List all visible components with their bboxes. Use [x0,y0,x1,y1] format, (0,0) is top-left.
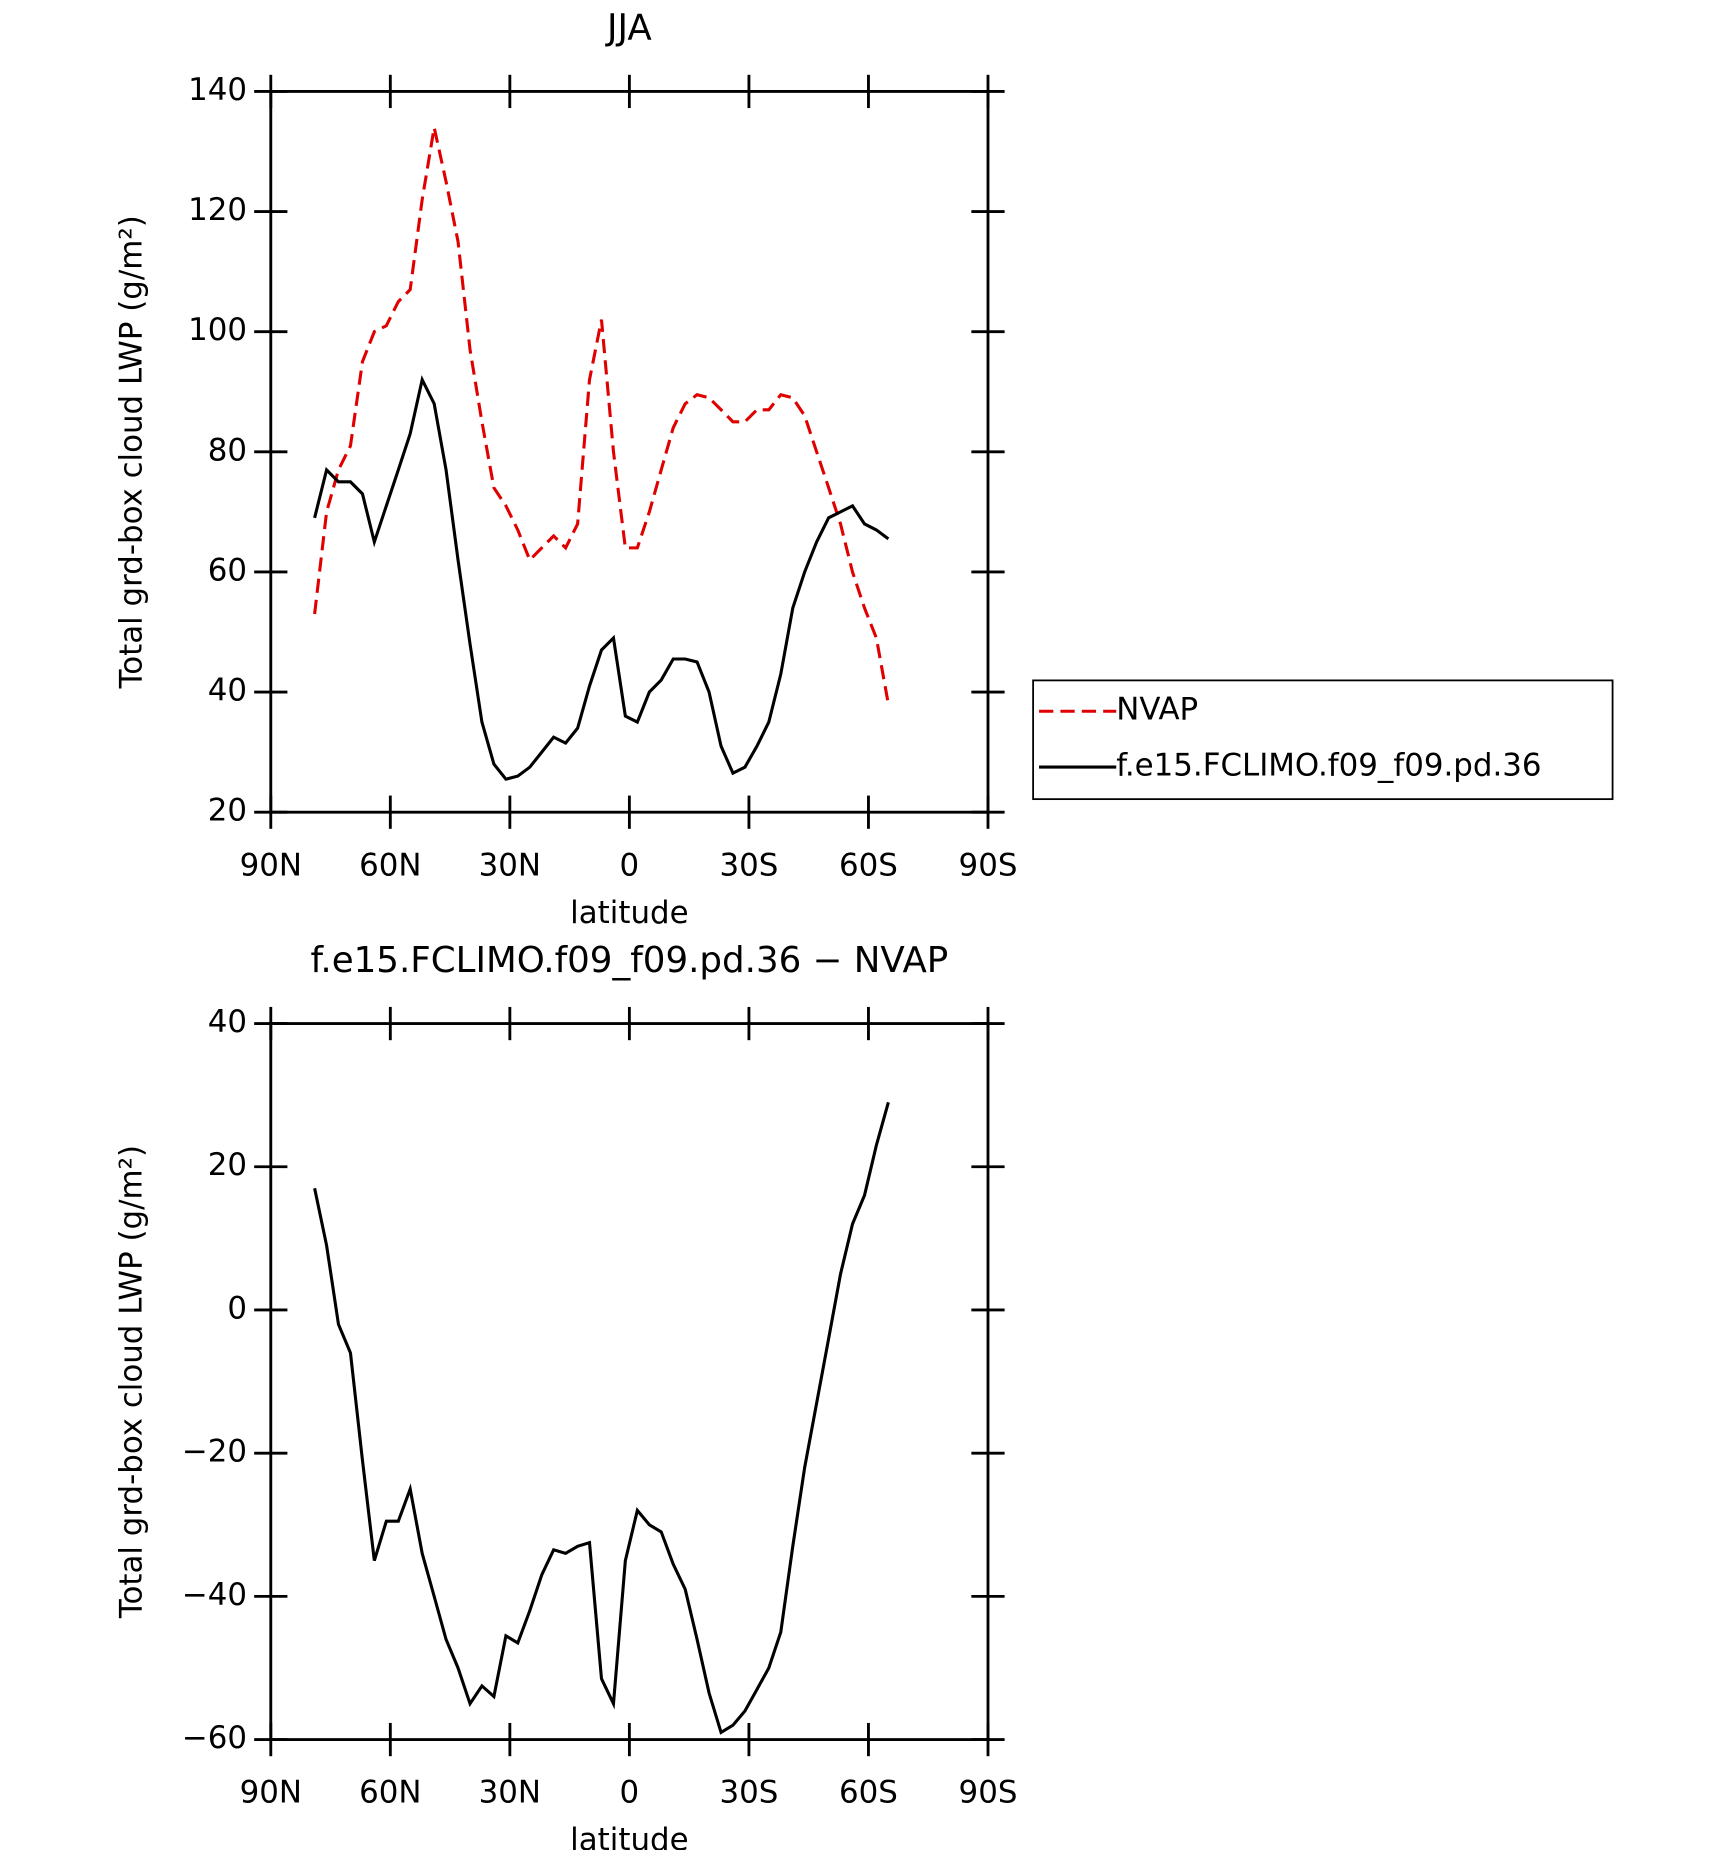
x-tick-label: 90N [240,847,302,883]
y-tick-label: 140 [188,72,247,108]
y-tick-label: 0 [227,1290,247,1326]
x-tick-label: 90S [959,1775,1018,1811]
x-tick-label: 0 [620,847,640,883]
legend-label: NVAP [1116,692,1198,728]
y-axis-label: Total grd-box cloud LWP (g/m²) [114,1145,150,1619]
x-tick-label: 30S [719,847,778,883]
x-tick-label: 60S [839,847,898,883]
x-tick-label: 90S [959,847,1018,883]
y-axis-label: Total grd-box cloud LWP (g/m²) [114,215,150,689]
plot-frame [269,90,990,814]
y-tick-label: 100 [188,312,247,348]
y-tick-label: −20 [182,1434,247,1470]
y-tick-label: 40 [208,1004,247,1040]
x-tick-label: 60N [359,1775,421,1811]
series-line [313,1101,890,1735]
legend-label: f.e15.FCLIMO.f09_f09.pd.36 [1116,748,1541,784]
x-tick-label: 60N [359,847,421,883]
series-line [313,375,890,781]
series-line [313,127,890,705]
y-tick-label: 60 [208,552,247,588]
y-tick-label: 120 [188,192,247,228]
y-tick-label: 20 [208,793,247,829]
y-tick-label: −60 [182,1720,247,1756]
y-tick-label: −40 [182,1577,247,1613]
y-tick-label: 80 [208,432,247,468]
x-tick-label: 90N [240,1775,302,1811]
x-axis-label: latitude [570,1822,688,1850]
x-tick-label: 60S [839,1775,898,1811]
y-tick-label: 20 [208,1147,247,1183]
x-tick-label: 30N [479,847,541,883]
x-tick-label: 30S [719,1775,778,1811]
x-axis-label: latitude [570,895,688,931]
legend-box [1032,679,1614,801]
chart-title: f.e15.FCLIMO.f09_f09.pd.36 − NVAP [310,940,948,981]
y-tick-label: 40 [208,673,247,709]
x-tick-label: 0 [620,1775,640,1811]
x-tick-label: 30N [479,1775,541,1811]
chart-title: JJA [605,8,652,49]
